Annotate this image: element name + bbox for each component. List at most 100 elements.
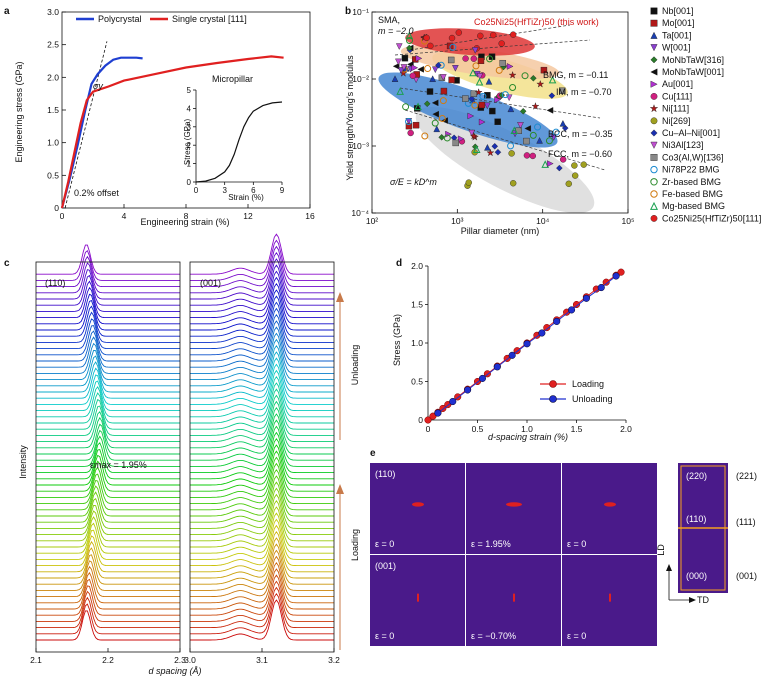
- panel-e-grid: (110) ε = 0 ε = 1.95% ε = 0 (001) ε = 0 ε = −0…: [370, 463, 657, 646]
- panel-b-point: [423, 100, 431, 108]
- panel-c-sub1-curve: [36, 429, 180, 461]
- panel-b-point: [545, 137, 553, 145]
- panel-c-sub2-curve: [190, 282, 334, 325]
- panel-b-point: [438, 114, 446, 122]
- panel-c-sub1-curve: [36, 448, 180, 480]
- panel-d-series-1-point: [597, 284, 605, 292]
- panel-c-sub1-curve: [36, 540, 180, 573]
- panel-b-legend-entry: Ni[111]: [662, 104, 689, 114]
- panel-a-legend-single-crystal: Single crystal [111]: [172, 14, 247, 24]
- panel-b-point: [470, 55, 478, 62]
- panel-b-im-label: IM, m = −0.70: [556, 87, 612, 97]
- panel-b-legend-marker: [650, 141, 658, 149]
- panel-c-sub2-curve: [190, 332, 334, 374]
- panel-c-sub2-curve: [190, 239, 334, 281]
- panel-e-cell-strain: ε = 1.95%: [471, 539, 511, 549]
- panel-b-point: [507, 142, 515, 150]
- panel-c-sub1-curve: [36, 262, 180, 294]
- panel-b-legend-entry: Ni3Al[123]: [662, 140, 704, 150]
- panel-d-label: d: [396, 258, 402, 269]
- panel-a-inset-ytick-label: 4: [187, 104, 192, 113]
- panel-b-point: [476, 73, 484, 80]
- panel-b-legend-entry: W[001]: [662, 43, 691, 53]
- panel-c-unloading-label: Unloading: [350, 345, 360, 386]
- panel-d-series-1-point: [553, 317, 561, 325]
- panel-c-sub1-curve: [36, 305, 180, 337]
- panel-c-sub2-curve: [190, 475, 334, 517]
- panel-b-point: [478, 101, 486, 109]
- panel-b-fcc-region: [415, 106, 595, 214]
- panel-d-ytick-label: 0: [418, 415, 423, 425]
- panel-d-ytick-label: 0.5: [411, 377, 423, 387]
- panel-b-point: [429, 75, 436, 82]
- panel-c-sub1-curve: [36, 560, 180, 591]
- panel-b-legend-entry: Cu[111]: [662, 91, 692, 101]
- panel-c-xtick-label: 3.2: [328, 655, 340, 665]
- panel-b-point: [431, 119, 439, 127]
- panel-e-side-inner-label: (220): [686, 471, 707, 481]
- panel-b-point: [536, 137, 543, 144]
- panel-a-ytick-label: 0: [54, 203, 59, 213]
- panel-b-point: [548, 92, 556, 99]
- panel-a-xtick-label: 16: [305, 211, 315, 221]
- panel-d-ylabel: Stress (GPa): [392, 314, 402, 366]
- panel-c-sub2-curve: [190, 357, 334, 399]
- panel-a-legend: Polycrystal Single crystal [111]: [76, 14, 247, 24]
- panel-c-sub2-curve: [190, 444, 334, 486]
- panel-c-sub2-curve: [190, 592, 334, 635]
- panel-c-sub2-curve: [190, 549, 334, 591]
- panel-b-trend-3: [409, 24, 571, 51]
- panel-c-sub2-curve: [190, 431, 334, 474]
- panel-e-cell-plane: (110): [375, 469, 395, 479]
- panel-a-inset-ytick-label: 0: [187, 178, 192, 187]
- panel-b-point: [449, 43, 457, 51]
- panel-c-sub2-curve: [190, 487, 334, 529]
- panel-e-spot: [513, 593, 515, 602]
- panel-c-sub1-curve: [36, 336, 180, 368]
- panel-a-sigma-y: σy: [93, 81, 103, 91]
- panel-e-spot: [506, 502, 522, 507]
- panel-b-legend-marker: [650, 80, 658, 88]
- panel-b-point: [471, 101, 479, 109]
- panel-d-ytick-label: 1.5: [411, 300, 423, 310]
- panel-d-series-0-point: [602, 278, 610, 286]
- panel-c-sub2-curve: [190, 326, 334, 368]
- panel-b-legend-marker: [649, 201, 659, 210]
- panel-d-series-1-point: [523, 340, 531, 348]
- panel-b-point: [421, 132, 429, 140]
- loading-arrow-head: [336, 484, 344, 494]
- panel-b-point: [462, 95, 469, 102]
- panel-d-ytick-label: 2.0: [411, 261, 423, 271]
- panel-b-point: [406, 36, 414, 44]
- panel-b-legend-marker: [650, 190, 658, 198]
- panel-b-point: [392, 62, 400, 70]
- panel-b-frame: [371, 11, 629, 214]
- panel-a-inset-ytick-label: 2: [187, 141, 192, 150]
- panel-b-point: [479, 92, 487, 100]
- panel-b-legend-entry: Mo[001]: [662, 18, 695, 28]
- panel-e-td-arrowhead: [689, 597, 696, 603]
- panel-c-xtick-label: 2.2: [102, 655, 114, 665]
- panel-b-point: [462, 55, 469, 62]
- panel-e-cell-strain: ε = 0: [375, 539, 394, 549]
- panel-b-point: [472, 145, 481, 153]
- panel-c-sub1-curve: [36, 392, 180, 424]
- panel-b-point: [491, 143, 499, 150]
- panel-d-series-1-point: [612, 272, 620, 280]
- panel-c-sub2-curve: [190, 462, 334, 505]
- panel-b-xtick-label: 10³: [451, 216, 463, 226]
- panel-c-sub2-curve: [190, 599, 334, 641]
- panel-c-sub2-curve: [190, 245, 334, 288]
- panel-d-series-1-point: [508, 351, 516, 359]
- panel-a-inset-ytick-label: 1: [187, 160, 192, 169]
- panel-d-legend-loading-marker: [549, 380, 557, 388]
- panel-c-sub1-curve: [36, 423, 180, 455]
- panel-c-sub2-curve: [190, 394, 334, 436]
- panel-b-point: [472, 62, 480, 70]
- panel-c-sub2-curve: [190, 307, 334, 350]
- panel-e-ld-label: LD: [656, 544, 666, 556]
- panel-b-point: [395, 58, 402, 66]
- panel-d-legend-unloading-marker: [549, 395, 557, 403]
- panel-b-point: [490, 31, 497, 39]
